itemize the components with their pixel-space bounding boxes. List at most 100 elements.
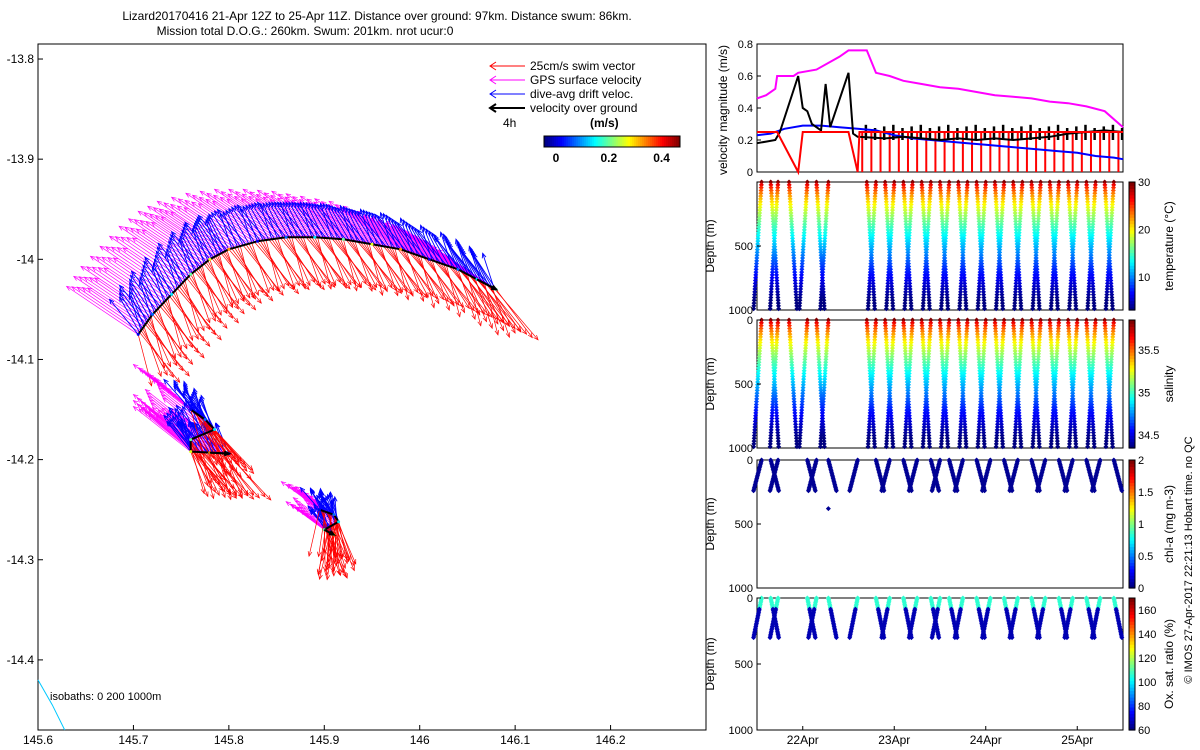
drift-vector (282, 201, 298, 238)
temp-point (956, 193, 962, 199)
temp-point (819, 286, 825, 292)
temp-point (925, 221, 931, 227)
temp-point (793, 294, 799, 300)
temp-point (963, 202, 969, 208)
temp-point (870, 280, 876, 286)
temp-point (901, 185, 907, 191)
temp-point (928, 179, 934, 185)
map-y-tick-label: -13.8 (7, 52, 35, 66)
temp-point (922, 224, 928, 230)
temp-point (905, 249, 911, 255)
temp-point (957, 292, 963, 298)
temp-point (907, 286, 913, 292)
temp-point (922, 272, 928, 278)
temp-point (823, 224, 829, 230)
temp-point (904, 266, 910, 272)
swim-vector (274, 238, 300, 287)
temp-point (871, 289, 877, 295)
temp-point (908, 199, 914, 205)
temp-point (891, 179, 897, 185)
temp-point (926, 207, 932, 213)
isobath-line (37, 679, 66, 731)
track-speed-marker (332, 513, 336, 517)
temp-point (938, 190, 944, 196)
temp-point (938, 187, 944, 193)
temp-point (907, 221, 913, 227)
temp-point (903, 292, 909, 298)
chla-outlier-point (825, 506, 831, 512)
colorbar-swatch (618, 136, 621, 147)
temp-point (825, 179, 831, 185)
temp-point (940, 283, 946, 289)
gps-vector (199, 190, 272, 240)
temp-point (908, 297, 914, 303)
temp-point (823, 216, 829, 222)
temp-point (889, 210, 895, 216)
gps-vector (206, 192, 275, 240)
temp-point (925, 230, 931, 236)
temp-point (821, 306, 827, 312)
legend-label-swim: 25cm/s swim vector (530, 59, 635, 73)
temp-point (804, 187, 810, 193)
temp-point (960, 249, 966, 255)
temp-point (793, 286, 799, 292)
temp-point (920, 297, 926, 303)
temp-point (804, 190, 810, 196)
temp-point (774, 196, 780, 202)
temp-point (751, 300, 757, 306)
temp-point (883, 193, 889, 199)
temp-point (773, 216, 779, 222)
map-x-tick-label: 145.7 (118, 733, 148, 747)
temp-point (905, 258, 911, 264)
swim-vector (374, 244, 408, 293)
drift-vector (319, 202, 333, 239)
temp-point (768, 294, 774, 300)
temp-point (751, 297, 757, 303)
swim-vector (209, 259, 228, 311)
temp-point (801, 227, 807, 233)
temp-point (801, 238, 807, 244)
temp-point (772, 233, 778, 239)
temp-point (884, 213, 890, 219)
temp-point (901, 196, 907, 202)
drift-vector (178, 238, 192, 275)
temp-point (818, 297, 824, 303)
temp-point (904, 230, 910, 236)
temp-point (961, 241, 967, 247)
temp-point (940, 280, 946, 286)
drift-vector (168, 240, 190, 277)
drift-vector (118, 292, 143, 329)
temp-point (902, 300, 908, 306)
drift-vector (197, 214, 228, 251)
temp-point (775, 300, 781, 306)
track-speed-marker (370, 242, 374, 246)
drift-vector (119, 296, 141, 333)
temp-point (901, 182, 907, 188)
temp-point (865, 300, 871, 306)
temp-point (816, 221, 822, 227)
temp-point (786, 182, 792, 188)
sal-y-tick-label: 1000 (729, 443, 753, 455)
temp-point (962, 289, 968, 295)
track-vectors (65, 188, 539, 581)
temp-point (825, 190, 831, 196)
drift-vector (196, 216, 224, 253)
temp-point (753, 269, 759, 275)
temp-point (755, 235, 761, 241)
track-speed-marker (136, 332, 140, 336)
temp-point (944, 210, 950, 216)
temp-point (770, 252, 776, 258)
temp-point (926, 202, 932, 208)
temp-point (959, 269, 965, 275)
temp-point (791, 252, 797, 258)
temp-point (867, 227, 873, 233)
track-speed-marker (227, 247, 231, 251)
temp-colorbar-tick-label: 30 (1138, 177, 1150, 189)
colorbar-swatch (606, 136, 609, 147)
temp-point (885, 286, 891, 292)
drift-vector (206, 217, 222, 254)
gps-vector (94, 277, 152, 317)
temp-point (775, 185, 781, 191)
temp-point (921, 221, 927, 227)
temp-point (866, 283, 872, 289)
